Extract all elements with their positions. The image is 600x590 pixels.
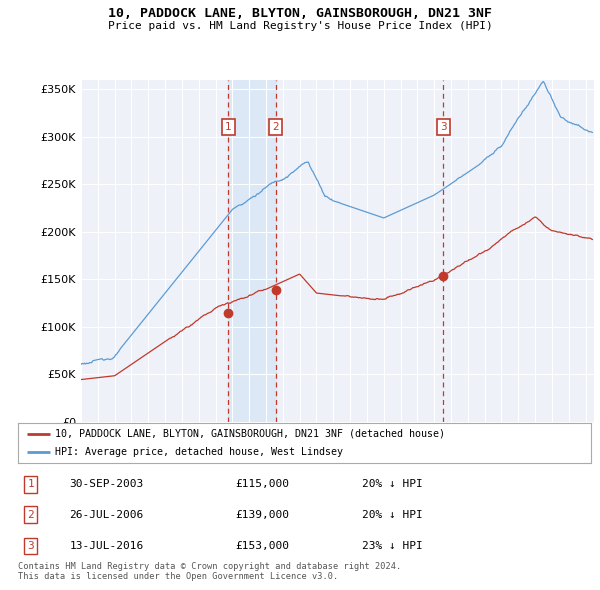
Text: 20% ↓ HPI: 20% ↓ HPI: [362, 510, 422, 520]
Text: 13-JUL-2016: 13-JUL-2016: [70, 540, 144, 550]
Text: 23% ↓ HPI: 23% ↓ HPI: [362, 540, 422, 550]
Text: 1: 1: [225, 122, 232, 132]
Text: 2: 2: [27, 510, 34, 520]
Text: 3: 3: [440, 122, 446, 132]
Text: 10, PADDOCK LANE, BLYTON, GAINSBOROUGH, DN21 3NF (detached house): 10, PADDOCK LANE, BLYTON, GAINSBOROUGH, …: [55, 429, 445, 439]
Text: £139,000: £139,000: [236, 510, 290, 520]
Text: 3: 3: [27, 540, 34, 550]
Text: 20% ↓ HPI: 20% ↓ HPI: [362, 480, 422, 489]
Text: 26-JUL-2006: 26-JUL-2006: [70, 510, 144, 520]
Text: £153,000: £153,000: [236, 540, 290, 550]
Text: 2: 2: [272, 122, 279, 132]
Text: 30-SEP-2003: 30-SEP-2003: [70, 480, 144, 489]
Text: £115,000: £115,000: [236, 480, 290, 489]
Text: 1: 1: [27, 480, 34, 489]
Bar: [228, 80, 275, 422]
Text: 10, PADDOCK LANE, BLYTON, GAINSBOROUGH, DN21 3NF: 10, PADDOCK LANE, BLYTON, GAINSBOROUGH, …: [108, 7, 492, 20]
Text: Contains HM Land Registry data © Crown copyright and database right 2024.
This d: Contains HM Land Registry data © Crown c…: [18, 562, 401, 581]
Text: Price paid vs. HM Land Registry's House Price Index (HPI): Price paid vs. HM Land Registry's House …: [107, 21, 493, 31]
Text: HPI: Average price, detached house, West Lindsey: HPI: Average price, detached house, West…: [55, 447, 343, 457]
